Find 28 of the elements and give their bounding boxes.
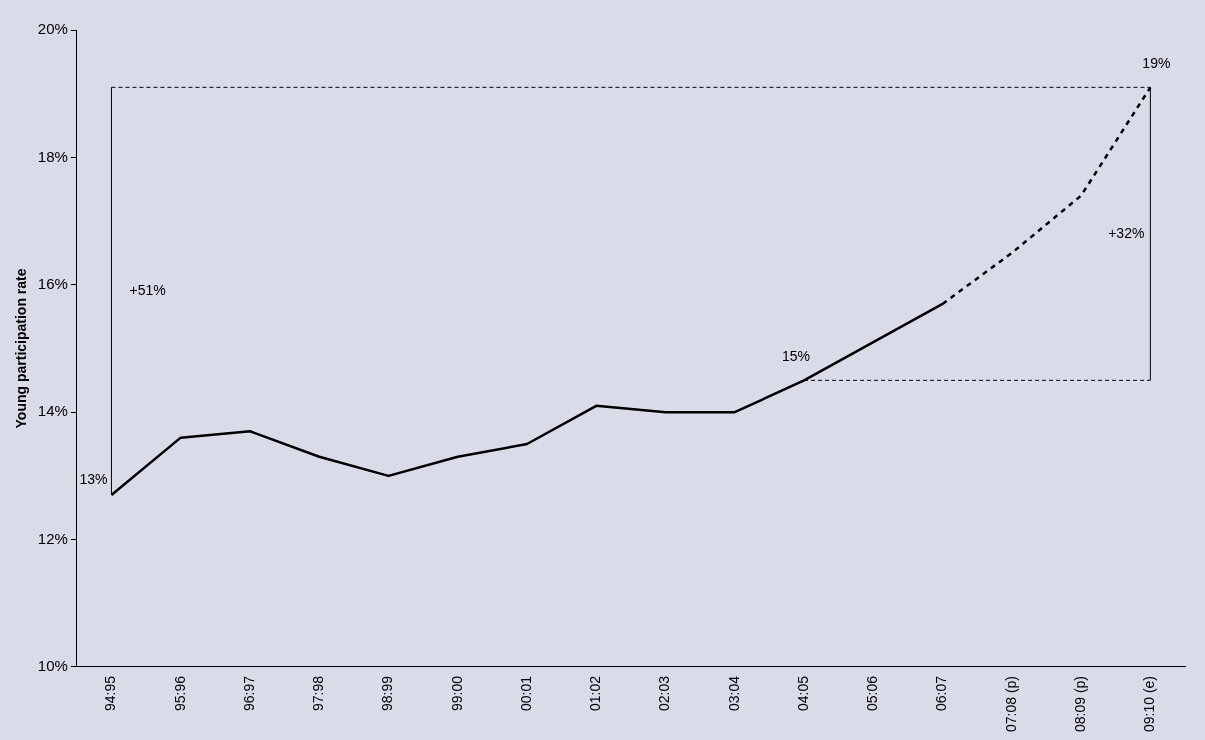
annotation: 13% <box>79 470 108 487</box>
y-tick-label: 12% <box>37 529 68 547</box>
x-tick-label: 05:06 <box>864 675 881 712</box>
x-tick-label: 96:97 <box>240 675 257 712</box>
annotation: +32% <box>1108 224 1145 241</box>
y-axis-title: Young participation rate <box>13 268 30 429</box>
x-tick-label: 99:00 <box>448 675 465 712</box>
x-tick-label: 09:10 (e) <box>1141 675 1158 733</box>
x-tick-label: 02:03 <box>656 675 673 712</box>
x-tick-label: 95:96 <box>171 675 188 712</box>
x-tick-label: 04:05 <box>794 675 811 712</box>
x-tick-label: 00:01 <box>517 675 534 712</box>
annotation: 15% <box>782 348 811 365</box>
x-tick-label: 01:02 <box>587 675 604 712</box>
y-tick-label: 10% <box>37 657 68 675</box>
x-tick-label: 94:95 <box>102 675 119 712</box>
x-tick-label: 06:07 <box>933 675 950 712</box>
annotation: 19% <box>1142 55 1171 72</box>
x-tick-label: 98:99 <box>379 675 396 712</box>
y-tick-label: 18% <box>37 147 68 165</box>
y-tick-label: 16% <box>37 274 68 292</box>
y-tick-label: 14% <box>37 402 68 420</box>
x-tick-label: 08:09 (p) <box>1071 675 1088 733</box>
x-tick-label: 03:04 <box>725 675 742 712</box>
x-tick-label: 07:08 (p) <box>1002 675 1019 733</box>
y-tick-label: 20% <box>37 20 68 38</box>
x-tick-label: 97:98 <box>310 675 327 712</box>
annotation: +51% <box>129 282 166 299</box>
